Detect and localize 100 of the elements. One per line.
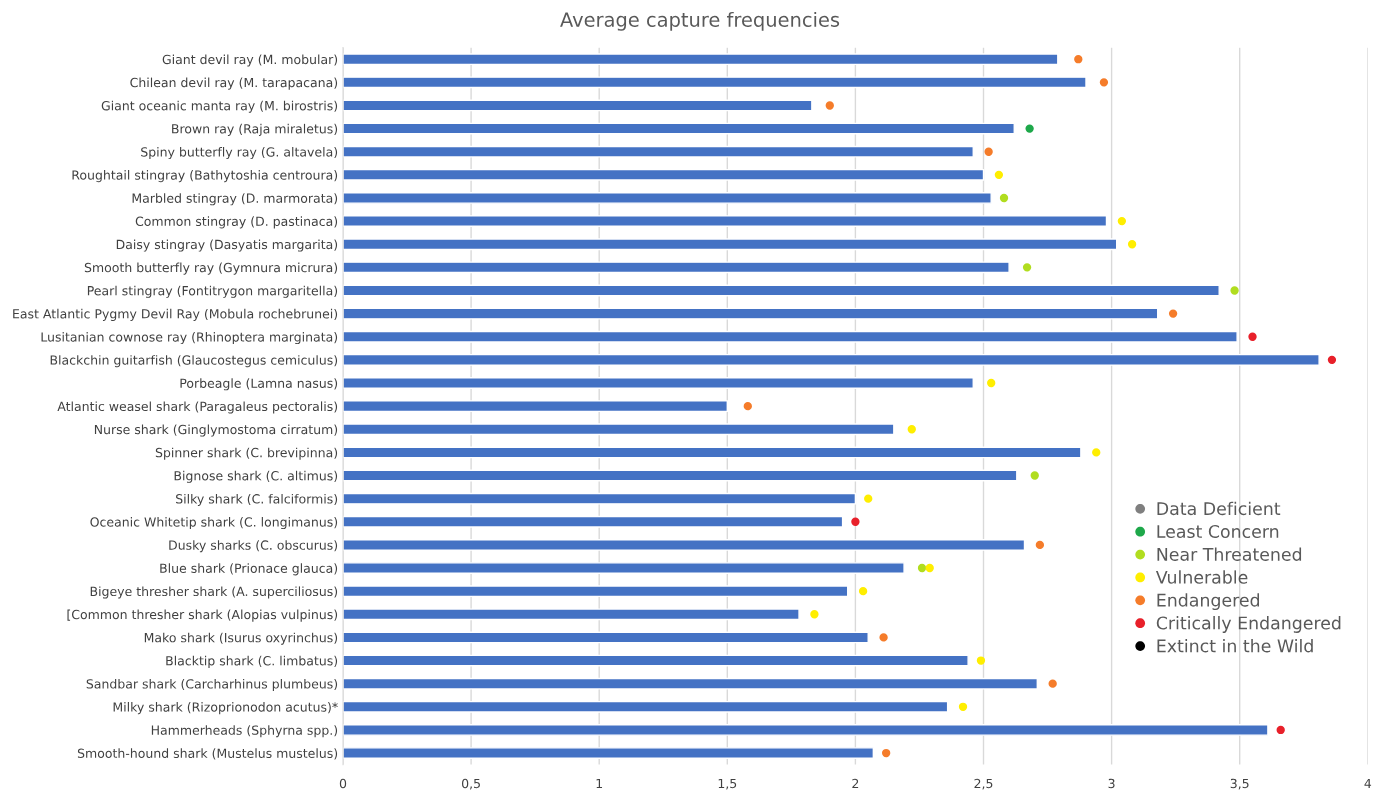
y-tick-label: Marbled stingray (D. marmorata) xyxy=(132,193,338,206)
y-tick-label: Sandbar shark (Carcharhinus plumbeus) xyxy=(86,678,338,692)
point xyxy=(1099,78,1109,87)
point xyxy=(1074,55,1083,64)
y-tick-label: Smooth butterfly ray (Gymnura micrura) xyxy=(84,262,338,275)
bar xyxy=(343,631,869,644)
legend-label: Data Deficient xyxy=(1157,501,1281,516)
point xyxy=(925,563,934,573)
point xyxy=(1025,124,1034,133)
point xyxy=(864,494,873,503)
y-tick-label: Bigeye thresher shark (A. superciliosus) xyxy=(90,586,338,599)
y-tick-label: Chilean devil ray (M. tarapacana) xyxy=(130,77,338,90)
y-tick-label: Dusky sharks (C. obscurus) xyxy=(169,540,338,553)
bar xyxy=(343,122,1015,135)
bar xyxy=(343,585,849,598)
y-tick-label: Brown ray (Raja miraletus) xyxy=(172,123,338,136)
x-tick-label: 1,5 xyxy=(718,778,737,790)
bar xyxy=(343,747,875,759)
x-tick-label: 3 xyxy=(1108,778,1115,789)
point xyxy=(1230,286,1239,295)
y-tick-label: Spinner shark (C. brevipinna) xyxy=(155,447,338,460)
bar xyxy=(343,353,1320,366)
y-tick-label: Daisy stingray (Dasyatis margarita) xyxy=(116,239,338,252)
point xyxy=(994,170,1004,180)
bar xyxy=(343,446,1082,459)
point xyxy=(1048,679,1057,688)
y-tick-label: Roughtail stingray (Bathytoshia centroura) xyxy=(72,170,338,183)
bar xyxy=(343,377,974,389)
point xyxy=(1127,240,1137,249)
point xyxy=(1117,216,1127,226)
point xyxy=(1276,725,1285,735)
y-tick-label: Spiny butterfly ray (G. altavela) xyxy=(141,146,338,160)
y-tick-label: Giant oceanic manta ray (M. birostris) xyxy=(101,100,338,113)
y-tick-label: Lusitanian cownose ray (Rhinoptera marginata) xyxy=(41,332,338,345)
x-tick-label: 2,5 xyxy=(974,778,993,790)
legend-label: Extinct in the Wild xyxy=(1157,638,1313,653)
x-tick-label: 0,5 xyxy=(461,778,480,790)
point xyxy=(851,517,860,526)
chart-title: Average capture frequencies xyxy=(560,11,840,31)
bar xyxy=(343,677,1038,690)
bar xyxy=(343,724,1269,736)
point xyxy=(1092,448,1101,457)
point xyxy=(1022,263,1032,272)
point xyxy=(1035,540,1045,550)
legend-label: Least Concern xyxy=(1157,524,1279,539)
bar xyxy=(343,539,1026,551)
y-tick-label: Blackchin guitarfish (Glaucostegus cemiculus) xyxy=(50,355,338,368)
bar xyxy=(343,423,895,436)
bar xyxy=(343,261,1010,274)
y-tick-label: Bignose shark (C. altimus) xyxy=(174,470,338,483)
y-tick-label: Porbeagle (Lamna nasus) xyxy=(180,378,338,391)
y-tick-label: Blue shark (Prionace glauca) xyxy=(160,563,338,576)
bar xyxy=(343,168,985,181)
y-tick-label: Oceanic Whitetip shark (C. longimanus) xyxy=(90,517,338,530)
point xyxy=(881,748,891,758)
point xyxy=(976,656,986,665)
legend-label: Critically Endangered xyxy=(1156,616,1341,633)
bar xyxy=(343,700,949,713)
point xyxy=(743,401,752,411)
legend-label: Endangered xyxy=(1157,593,1260,611)
bar xyxy=(343,238,1118,251)
y-tick-label: Pearl stingray (Fontitrygon margaritella) xyxy=(87,285,338,298)
legend-label: Vulnerable xyxy=(1155,570,1248,584)
y-tick-label: Common stingray (D. pastinaca) xyxy=(135,216,338,229)
bar xyxy=(343,284,1220,297)
bar xyxy=(343,515,844,528)
point xyxy=(810,610,819,619)
y-tick-label: Silky shark (C. falciformis) xyxy=(176,493,338,506)
bar xyxy=(343,76,1087,89)
x-tick-label: 3,5 xyxy=(1230,778,1249,790)
bar xyxy=(343,99,813,112)
point xyxy=(1168,309,1178,318)
bar xyxy=(343,469,1018,482)
point xyxy=(1248,332,1257,341)
bar xyxy=(343,330,1238,343)
bar xyxy=(343,215,1108,228)
bar xyxy=(343,53,1059,66)
point xyxy=(987,378,996,388)
y-tick-label: Mako shark (Isurus oxyrinchus) xyxy=(144,632,338,645)
legend-label: Near Threatened xyxy=(1157,547,1302,561)
point xyxy=(825,101,834,110)
x-tick-label: 0 xyxy=(339,778,347,789)
bar xyxy=(343,400,728,413)
point xyxy=(1030,471,1039,480)
y-tick-label: Smooth-hound shark (Mustelus mustelus) xyxy=(77,748,338,760)
bar xyxy=(343,608,800,621)
point xyxy=(907,425,916,434)
bar xyxy=(343,192,992,204)
bar xyxy=(343,307,1159,320)
point xyxy=(858,586,868,596)
y-tick-label: Atlantic weasel shark (Paragaleus pectoralis) xyxy=(57,401,338,414)
point xyxy=(1327,355,1337,365)
bar xyxy=(343,654,969,667)
bar xyxy=(343,492,857,505)
x-tick-label: 2 xyxy=(852,778,859,789)
y-tick-label: Giant devil ray (M. mobular) xyxy=(162,54,338,67)
point xyxy=(984,147,993,156)
point xyxy=(917,563,927,573)
y-tick-label: East Atlantic Pygmy Devil Ray (Mobula rochebrunei) xyxy=(13,308,338,321)
y-tick-label: Nurse shark (Ginglymostoma cirratum) xyxy=(94,424,338,437)
